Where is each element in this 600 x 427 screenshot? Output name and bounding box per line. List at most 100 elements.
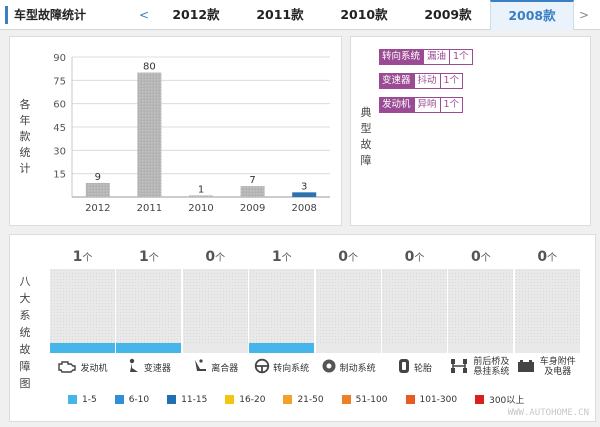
systems-grid: 1个 发动机 1个 变速器 0个 离合器 1个 转向系统 0个 制动系统 0个 轮胎 0个 前后桥及悬挂系… <box>50 245 581 379</box>
count-unit: 个 <box>148 253 159 264</box>
typical-faults-label: 典型故障 <box>360 106 372 167</box>
count-unit: 个 <box>281 253 292 264</box>
system-column[interactable]: 0个 轮胎 <box>382 245 448 379</box>
x-tick-label: 2010 <box>188 203 213 214</box>
fault-count: 1个 <box>450 49 473 65</box>
prev-arrow[interactable]: < <box>138 8 150 22</box>
system-chart-area <box>249 269 315 343</box>
system-chart-area <box>382 269 447 343</box>
y-tick-label: 30 <box>53 146 66 157</box>
system-label: 变速器 <box>116 353 181 381</box>
system-column[interactable]: 0个 离合器 <box>182 245 249 379</box>
fault-count: 1个 <box>440 97 464 113</box>
legend-item: 16-20 <box>225 393 265 406</box>
count-value: 0 <box>471 249 481 265</box>
system-chart-area <box>448 269 514 343</box>
legend-label: 300以上 <box>489 396 525 406</box>
system-count: 0个 <box>514 245 580 269</box>
data-label: 7 <box>249 175 255 186</box>
fault-symptom: 抖动 <box>413 73 441 89</box>
clutch-pedal-icon <box>192 358 208 377</box>
system-name: 转向系统 <box>273 363 310 374</box>
tab-2009[interactable]: 2009款 <box>424 7 472 22</box>
tab-2010[interactable]: 2010款 <box>340 7 388 22</box>
y-tick-label: 75 <box>53 76 66 87</box>
system-name: 变速器 <box>143 363 171 374</box>
x-tick-label: 2008 <box>291 203 316 214</box>
legend-item: 51-100 <box>341 393 388 406</box>
bar-2011 <box>137 72 162 197</box>
system-name: 发动机 <box>80 363 108 374</box>
legend-swatch <box>114 395 124 404</box>
x-tick-label: 2011 <box>137 203 162 214</box>
y-tick-label: 90 <box>53 53 66 64</box>
legend-item: 1-5 <box>68 393 97 406</box>
system-level-bar <box>249 343 315 353</box>
year-stats-panel: 各年款统计 15 30 45 60 75 90 9 2012 80 2011 1 2010 7 2009 3… <box>9 36 342 226</box>
system-level-bar <box>116 343 182 353</box>
system-label: 制动系统 <box>316 353 381 381</box>
year-stats-label: 各年款统计 <box>19 98 31 175</box>
gearshift-icon <box>127 358 141 377</box>
count-value: 1 <box>139 249 149 265</box>
count-unit: 个 <box>547 253 558 264</box>
axle-icon <box>450 358 468 377</box>
next-arrow[interactable]: > <box>578 8 590 22</box>
tab-2011[interactable]: 2011款 <box>256 7 304 22</box>
count-value: 1 <box>271 249 282 265</box>
system-column[interactable]: 1个发动机 <box>50 245 116 379</box>
system-chart-area <box>514 269 580 343</box>
fault-symptom: 异响 <box>413 97 441 113</box>
system-count: 1个 <box>249 245 315 269</box>
system-chart-area <box>182 269 248 343</box>
tab-2012[interactable]: 2012款 <box>172 7 220 22</box>
systems-panel: 八大系统故障图 1个 发动机 1个 变速器 0个 离合器 1个 转向系统 0个 制动系统 0个 轮胎 0… <box>9 234 596 422</box>
tab-2008[interactable]: 2008款 <box>490 0 574 30</box>
system-name: 制动系统 <box>339 363 376 374</box>
fault-system: 发动机 <box>379 97 414 113</box>
data-label: 80 <box>143 62 156 73</box>
legend-item: 300以上 <box>475 393 524 406</box>
system-count: 0个 <box>315 245 381 269</box>
legend-label: 21-50 <box>297 394 324 405</box>
fault-system: 变速器 <box>379 73 414 89</box>
system-name: 离合器 <box>211 363 239 374</box>
typical-faults-panel: 典型故障 转向系统 漏油 1个 变速器 抖动 1个 发动机 异响 1个 <box>350 36 591 226</box>
count-value: 0 <box>404 249 415 265</box>
y-tick-label: 15 <box>53 170 66 181</box>
system-level-bar <box>182 343 248 353</box>
count-unit: 个 <box>82 253 93 264</box>
legend-item: 11-15 <box>167 393 207 406</box>
bar-2009 <box>240 186 265 197</box>
fault-item: 发动机 异响 1个 <box>379 97 464 113</box>
system-label: 轮胎 <box>382 353 447 381</box>
legend-item: 21-50 <box>283 393 324 406</box>
system-chart-area <box>116 269 182 343</box>
y-tick-label: 45 <box>53 123 66 134</box>
page-title: 车型故障统计 <box>5 6 86 24</box>
tire-icon <box>397 358 411 377</box>
system-column[interactable]: 1个变速器 <box>116 245 183 381</box>
system-level-bar <box>50 343 115 353</box>
data-label: 1 <box>198 184 204 195</box>
system-column[interactable]: 0个 前后桥及悬挂系统 <box>448 245 515 381</box>
system-column[interactable]: 0个车身附件及电器 <box>514 245 581 381</box>
system-column[interactable]: 1个转向系统 <box>249 245 316 379</box>
legend: 1-5 6-10 11-15 16-20 21-50 51-100 101-300 300以上 <box>68 393 542 406</box>
count-unit: 个 <box>347 253 358 264</box>
steering-wheel-icon <box>254 358 270 377</box>
fault-system: 转向系统 <box>379 49 424 65</box>
count-value: 1 <box>72 249 83 265</box>
legend-swatch <box>167 395 177 404</box>
system-name: 轮胎 <box>413 363 432 374</box>
data-label: 3 <box>301 181 307 192</box>
brake-disc-icon <box>321 358 337 377</box>
system-label: 车身附件及电器 <box>515 353 580 381</box>
legend-label: 1-5 <box>82 394 97 405</box>
system-chart-area <box>315 269 381 343</box>
legend-label: 51-100 <box>355 394 388 405</box>
header-bar: 车型故障统计 < 2012款 2011款 2010款 2009款 2008款 > <box>0 0 600 30</box>
system-label: 前后桥及悬挂系统 <box>448 353 513 381</box>
legend-item: 101-300 <box>405 393 457 406</box>
system-column[interactable]: 0个制动系统 <box>315 245 382 381</box>
